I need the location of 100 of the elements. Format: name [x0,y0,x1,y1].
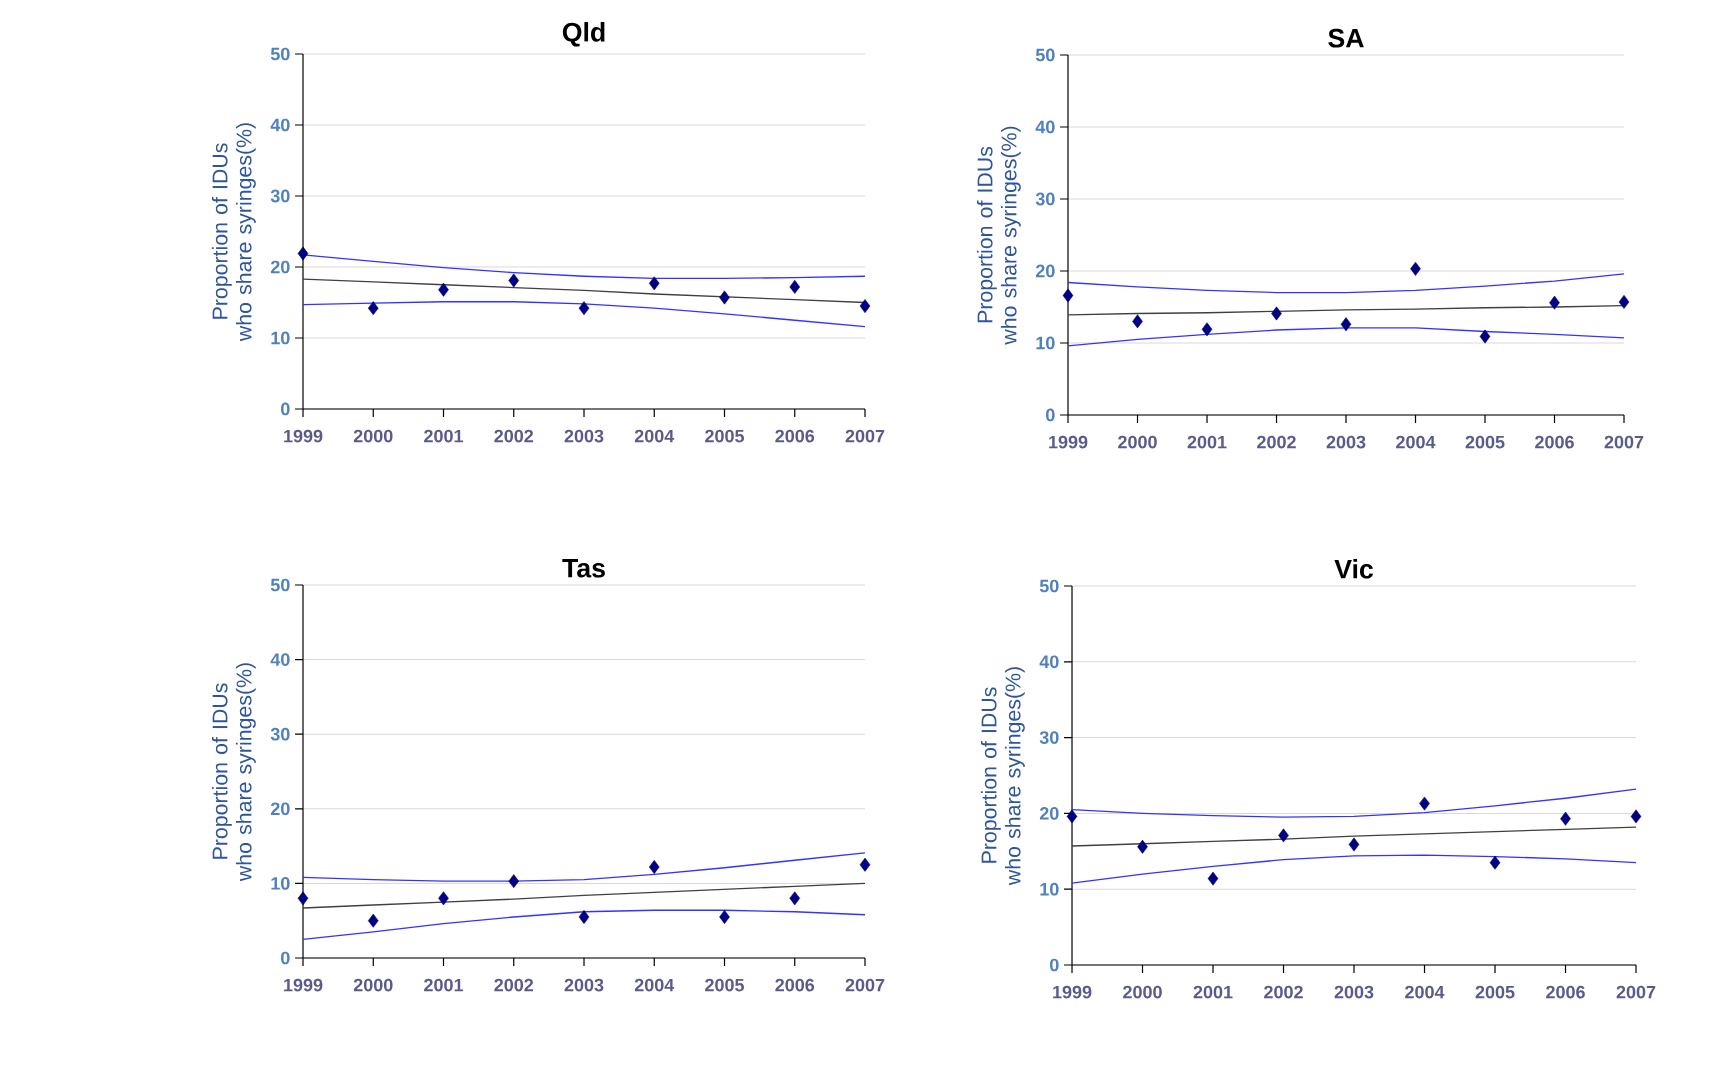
y-tick-label: 20 [1039,807,1059,820]
x-tick-label: 2004 [1396,435,1436,449]
y-tick-label: 30 [1035,192,1055,206]
line-series [302,301,866,328]
y-tick-label: 40 [270,653,290,666]
x-tick-label: 2005 [705,978,745,992]
point [1419,796,1430,811]
y-tick-label: 0 [281,402,290,416]
x-tick-label: 2002 [494,978,534,992]
y-tick-label: 40 [270,118,290,132]
x-tick-label: 2004 [634,429,675,443]
x-tick-label: 2000 [1123,985,1162,999]
point [719,290,730,305]
point [297,246,309,261]
x-tick-label: 2002 [494,429,534,443]
x-tick-label: 2001 [1187,435,1227,449]
point [719,910,730,924]
point [1348,837,1360,852]
point [648,276,660,291]
point [789,279,801,294]
y-tick-label: 0 [281,951,290,965]
y-tick-label: 30 [270,189,290,203]
x-tick-label: 2001 [424,978,464,992]
x-tick-label: 1999 [284,978,323,992]
chart-title: Qld [562,22,605,47]
y-tick-label: 30 [1039,731,1059,744]
y-tick-label: 20 [1035,264,1055,278]
point [1340,317,1352,332]
x-tick-label: 2002 [1264,985,1303,999]
point [1278,828,1289,843]
point [859,857,871,872]
y-axis-title: Proportion of IDUs who share syringes(%) [980,667,1025,886]
y-tick-label: 10 [271,331,290,345]
point [297,891,309,906]
point [1410,261,1421,276]
y-tick-label: 0 [1046,408,1055,422]
y-tick-label: 50 [270,47,290,61]
x-tick-label: 1999 [1053,985,1092,999]
y-tick-label: 20 [270,802,290,816]
point [508,874,520,889]
y-tick-label: 50 [1035,48,1055,62]
line-series [1067,273,1625,294]
x-tick-label: 2006 [1546,985,1585,999]
x-tick-label: 2007 [1616,985,1656,999]
chart-title: SA [1328,28,1364,48]
x-tick-label: 2000 [353,429,393,443]
x-tick-label: 2004 [634,978,675,992]
x-tick-label: 2004 [1405,985,1445,999]
x-tick-label: 1999 [284,429,323,443]
x-tick-label: 2005 [1475,985,1515,999]
y-tick-label: 50 [1039,579,1059,593]
point [1549,295,1560,310]
x-tick-label: 2007 [845,429,885,443]
x-tick-label: 2006 [775,429,815,443]
point [1630,809,1642,824]
point [438,891,449,906]
point [438,282,449,297]
y-tick-label: 10 [271,877,290,890]
point [789,891,801,906]
y-tick-label: 10 [1040,882,1059,896]
point [648,860,660,874]
x-tick-label: 2000 [1118,435,1157,449]
point [508,273,520,288]
x-tick-label: 2007 [845,978,885,992]
x-tick-label: 2001 [1193,985,1233,999]
line-series [1071,854,1637,884]
y-tick-label: 40 [1035,120,1055,134]
point [1201,322,1213,337]
point [367,913,379,928]
point [1560,811,1571,826]
x-tick-label: 2001 [424,429,464,443]
x-tick-label: 2000 [353,978,393,992]
y-axis-title: Proportion of IDUs who share syringes(%) [976,126,1021,345]
point [1271,306,1282,321]
point [367,301,379,316]
x-tick-label: 2003 [564,978,604,992]
x-tick-label: 2005 [705,429,745,443]
point [1489,855,1501,870]
point [578,301,590,316]
point [1132,314,1143,329]
y-tick-label: 40 [1039,655,1059,669]
x-tick-label: 2006 [1535,435,1574,449]
x-tick-label: 2007 [1604,435,1644,449]
y-tick-label: 20 [270,260,290,274]
y-tick-label: 10 [1036,336,1055,350]
x-tick-label: 2003 [564,429,604,443]
x-tick-label: 2003 [1334,985,1374,999]
point [578,910,590,924]
point [1137,839,1148,854]
y-tick-label: 0 [1050,958,1059,972]
point [1479,329,1491,344]
point [1207,871,1219,886]
line-series [302,909,866,941]
x-tick-label: 1999 [1049,435,1088,449]
chart-title: Tas [562,559,605,578]
x-tick-label: 2002 [1257,435,1296,449]
y-axis-title: Proportion of IDUs who share syringes(%) [211,663,256,882]
x-tick-label: 2003 [1326,435,1366,449]
point [859,299,871,313]
x-tick-label: 2006 [775,978,815,992]
